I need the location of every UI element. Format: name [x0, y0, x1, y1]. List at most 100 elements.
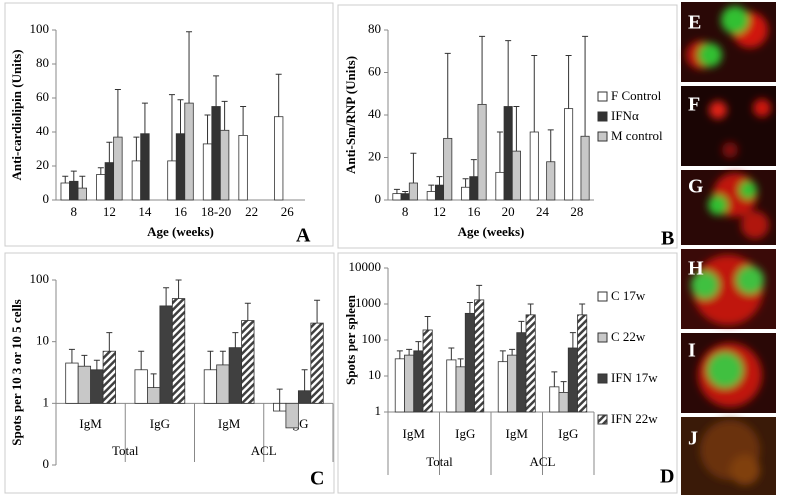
error-bar [68, 348, 75, 364]
error-bar [496, 131, 503, 173]
x-tick-label: IgG [455, 426, 475, 441]
bar [167, 160, 177, 201]
x-tick-label: 26 [281, 204, 295, 219]
group-label: Total [112, 443, 139, 458]
x-tick-label: IgM [218, 416, 241, 431]
group-label: ACL [530, 454, 556, 469]
error-bar [168, 94, 175, 161]
bar [77, 187, 87, 201]
error-bar [150, 373, 157, 388]
bar [228, 347, 242, 404]
bar [408, 182, 418, 201]
x-tick-label: 16 [174, 204, 188, 219]
y-tick-label: 80 [36, 55, 49, 70]
panel-frame [4, 252, 335, 494]
bar [96, 174, 106, 201]
legend-label: F Control [611, 88, 662, 103]
legend-swatch [597, 91, 608, 102]
legend-label: IFN 17w [611, 370, 658, 385]
x-tick-label: 24 [536, 204, 550, 219]
bar [131, 160, 142, 201]
error-bar [509, 348, 516, 356]
bar [241, 320, 255, 404]
y-axis-title: Anti-cardiolipin (Units) [9, 49, 24, 180]
bar [558, 392, 569, 413]
error-bar [448, 347, 455, 360]
error-bar [505, 40, 512, 107]
bar [171, 298, 186, 404]
bar [211, 106, 221, 201]
error-bar [428, 184, 435, 192]
bar [400, 193, 410, 201]
error-bar [175, 279, 182, 299]
error-bar [527, 303, 534, 315]
error-bar [106, 141, 113, 163]
y-tick-label: 10 [36, 333, 49, 348]
legend-swatch [597, 373, 608, 384]
error-bar [462, 178, 469, 188]
x-tick-label: 22 [245, 204, 258, 219]
y-tick-label: 1000 [355, 295, 381, 310]
error-bar [531, 55, 538, 132]
micrograph: F [681, 86, 776, 166]
error-bar [499, 350, 506, 362]
error-bar [79, 175, 86, 189]
y-tick-label: 100 [362, 331, 382, 346]
bar [464, 312, 475, 413]
panel-frame [337, 252, 678, 494]
y-tick-label: 10000 [349, 259, 382, 274]
y-tick-label: 60 [368, 63, 381, 78]
bar [549, 386, 560, 413]
error-bar [244, 302, 251, 321]
error-bar [204, 114, 211, 144]
x-tick-label: 28 [570, 204, 583, 219]
x-tick-label: 16 [467, 204, 481, 219]
bar [546, 161, 556, 201]
bar [310, 322, 324, 404]
y-tick-label: 100 [30, 21, 50, 36]
bar [297, 390, 312, 404]
bar [394, 358, 405, 413]
panel-letter: D [660, 466, 674, 488]
legend-label: C 17w [611, 288, 646, 303]
error-bar [470, 159, 477, 177]
error-bar [106, 332, 113, 352]
error-bar [221, 100, 228, 131]
error-bar [476, 284, 483, 300]
bar [238, 134, 248, 201]
group-label: ACL [251, 443, 277, 458]
bar [60, 182, 70, 201]
bar [413, 350, 424, 413]
error-bar [232, 332, 239, 348]
bar [69, 180, 79, 201]
bar [159, 305, 173, 404]
micrograph: H [681, 249, 776, 329]
bar [102, 350, 116, 404]
legend-label: C 22w [611, 329, 646, 344]
image-column: E F G H I J [681, 2, 776, 495]
bar [469, 176, 479, 201]
image-label: J [688, 428, 698, 450]
bar [184, 102, 194, 201]
x-tick-label: IgG [558, 426, 578, 441]
micrograph: J [681, 417, 776, 495]
x-tick-label: 8 [71, 204, 78, 219]
y-tick-label: 100 [30, 271, 50, 286]
x-tick-label: 14 [138, 204, 152, 219]
y-axis-title: Anti-Sm/RNP (Units) [343, 56, 358, 174]
bar [65, 362, 79, 404]
bar [525, 314, 536, 413]
bar [503, 106, 513, 201]
x-tick-label: IgM [403, 426, 426, 441]
bar [140, 133, 150, 201]
error-bar [133, 136, 140, 161]
error-bar [415, 341, 422, 351]
bar [516, 332, 527, 413]
legend-label: IFNα [611, 108, 639, 123]
bar [446, 359, 457, 413]
image-label: G [688, 176, 704, 198]
bar [474, 299, 485, 413]
error-bar [406, 348, 413, 356]
x-tick-label: IgG [150, 416, 170, 431]
